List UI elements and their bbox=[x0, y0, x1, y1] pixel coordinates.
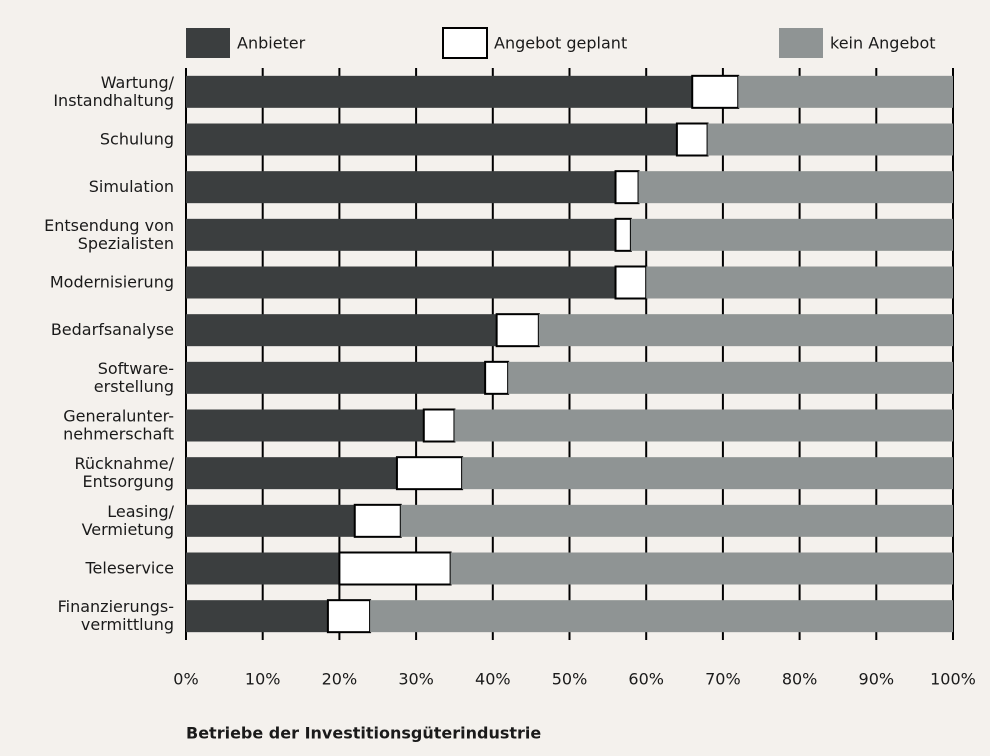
bar-segment bbox=[395, 456, 464, 491]
y-tick-label: Teleservice bbox=[85, 558, 175, 577]
bar-segment bbox=[707, 123, 953, 156]
x-axis-label: Betriebe der Investitionsgüterindustrie bbox=[186, 724, 541, 743]
y-tick-label-line: nehmerschaft bbox=[63, 424, 174, 443]
bar-segment bbox=[495, 313, 540, 348]
bar-segment bbox=[484, 360, 510, 395]
y-tick-label: Rücknahme/Entsorgung bbox=[74, 454, 174, 491]
bar-segment bbox=[454, 409, 953, 442]
y-tick-label-line: Entsendung von bbox=[44, 215, 174, 234]
y-tick-label: Software-erstellung bbox=[94, 358, 174, 395]
bar-segment bbox=[326, 599, 372, 634]
bar-segment bbox=[186, 75, 693, 108]
bar-segment bbox=[186, 361, 486, 394]
y-tick-label-line: Modernisierung bbox=[50, 272, 174, 291]
legend-label: Anbieter bbox=[237, 34, 306, 53]
y-tick-label-line: Generalunter- bbox=[63, 406, 174, 425]
x-tick-label: 40% bbox=[475, 670, 511, 689]
bar-segment bbox=[186, 314, 497, 347]
bar-segment bbox=[508, 361, 953, 394]
y-tick-label-line: vermittlung bbox=[81, 615, 174, 634]
y-tick-label-line: Spezialisten bbox=[78, 233, 174, 252]
bar-segment bbox=[630, 218, 953, 251]
y-tick-label: Schulung bbox=[100, 129, 174, 148]
bar-segment bbox=[186, 457, 397, 490]
bar-segment bbox=[538, 314, 953, 347]
y-tick-label-line: erstellung bbox=[94, 376, 174, 395]
bar-segment bbox=[186, 552, 340, 585]
y-tick-label-line: Entsorgung bbox=[82, 472, 174, 491]
bar-segment bbox=[638, 171, 953, 204]
y-tick-label-line: Bedarfsanalyse bbox=[51, 320, 174, 339]
bar-segment bbox=[646, 266, 953, 299]
y-tick-label: Finanzierungs-vermittlung bbox=[58, 597, 174, 634]
x-tick-label: 60% bbox=[628, 670, 664, 689]
legend-swatch bbox=[779, 28, 823, 58]
y-tick-label-line: Rücknahme/ bbox=[74, 454, 174, 473]
bar-segment bbox=[186, 409, 424, 442]
x-tick-label: 0% bbox=[173, 670, 198, 689]
bar-segment bbox=[370, 600, 954, 633]
bar-segment bbox=[691, 74, 740, 109]
y-tick-label: Wartung/Instandhaltung bbox=[53, 72, 174, 109]
bar-segment bbox=[186, 266, 616, 299]
x-tick-label: 80% bbox=[782, 670, 818, 689]
x-tick-label: 100% bbox=[930, 670, 976, 689]
bar-segment bbox=[450, 552, 953, 585]
x-tick-label: 10% bbox=[245, 670, 281, 689]
bar-segment bbox=[614, 217, 632, 252]
y-tick-label: Modernisierung bbox=[50, 272, 174, 291]
legend-label: kein Angebot bbox=[830, 34, 936, 53]
y-tick-label-line: Finanzierungs- bbox=[58, 597, 174, 616]
y-tick-label-line: Schulung bbox=[100, 129, 174, 148]
x-tick-label: 20% bbox=[322, 670, 358, 689]
bar-segment bbox=[353, 503, 402, 538]
bar-segment bbox=[614, 265, 648, 300]
y-tick-label-line: Teleservice bbox=[85, 558, 175, 577]
bar-segment bbox=[186, 171, 616, 204]
x-tick-label: 90% bbox=[859, 670, 895, 689]
x-tick-label: 30% bbox=[398, 670, 434, 689]
y-tick-label: Bedarfsanalyse bbox=[51, 320, 174, 339]
y-tick-label: Entsendung von Spezialisten bbox=[44, 215, 174, 252]
y-tick-label: Simulation bbox=[89, 177, 174, 196]
bar-segment bbox=[422, 408, 456, 443]
bar-segment bbox=[675, 122, 709, 157]
x-tick-label: 50% bbox=[552, 670, 588, 689]
x-tick-label: 70% bbox=[705, 670, 741, 689]
y-tick-label-line: Leasing/ bbox=[107, 501, 174, 520]
y-tick-label-line: Simulation bbox=[89, 177, 174, 196]
legend-swatch bbox=[442, 27, 488, 59]
bar-segment bbox=[338, 551, 452, 586]
bar-segment bbox=[186, 600, 328, 633]
y-tick-label-line: Instandhaltung bbox=[53, 90, 174, 109]
bar-segment bbox=[614, 170, 640, 205]
bar-segment bbox=[186, 123, 677, 156]
legend-label: Angebot geplant bbox=[494, 34, 627, 53]
bar-segment bbox=[186, 504, 355, 537]
bar-segment bbox=[400, 504, 953, 537]
y-tick-label-line: Wartung/ bbox=[101, 72, 175, 91]
bar-segment bbox=[462, 457, 953, 490]
y-tick-label: Leasing/Vermietung bbox=[82, 501, 175, 538]
legend-swatch bbox=[186, 28, 230, 58]
y-tick-label-line: Software- bbox=[98, 358, 174, 377]
y-tick-label-line: Vermietung bbox=[82, 519, 174, 538]
bar-segment bbox=[186, 218, 616, 251]
bar-segment bbox=[738, 75, 953, 108]
y-tick-label: Generalunter-nehmerschaft bbox=[63, 406, 174, 443]
